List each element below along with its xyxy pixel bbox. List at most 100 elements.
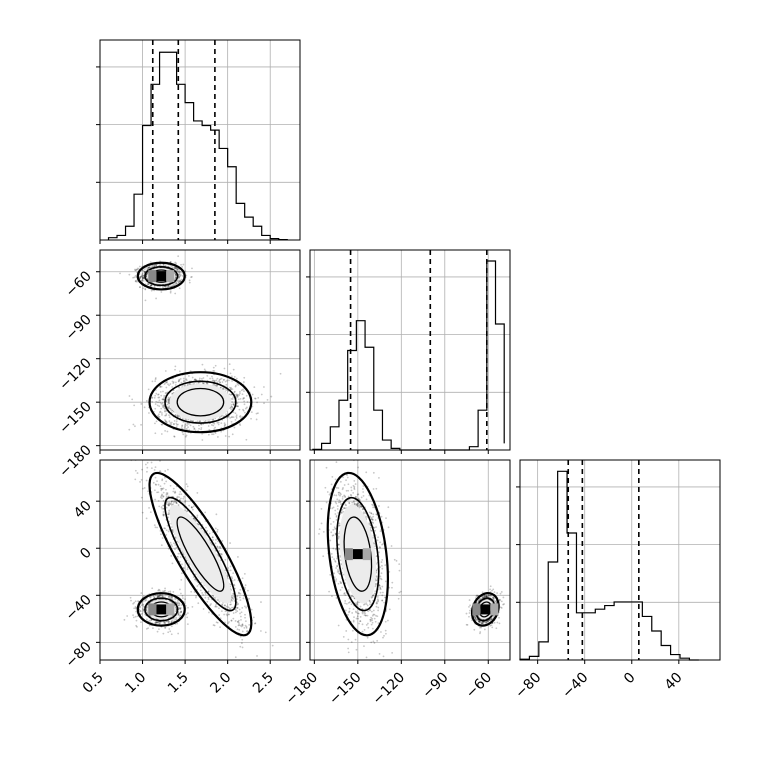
scatter-point [179,606,182,609]
scatter-point [167,631,170,634]
scatter-point [179,611,182,614]
scatter-point [149,511,152,514]
scatter-point [229,565,232,568]
scatter-point [136,268,139,271]
scatter-point [241,646,244,649]
scatter-point [175,262,178,265]
scatter-point [173,435,176,438]
scatter-point [187,375,190,377]
scatter-point [140,592,143,594]
scatter-point [177,380,180,383]
scatter-point [188,383,191,385]
scatter-point [233,579,236,581]
scatter-point [240,417,242,419]
scatter-point [228,379,230,382]
scatter-point [214,527,217,530]
scatter-point [178,386,181,389]
scatter-point [151,397,153,399]
scatter-point [178,616,181,619]
density-cell [148,603,157,616]
scatter-point [219,617,222,620]
scatter-point [236,394,239,397]
panel-frame [99,249,301,451]
scatter-point [174,266,177,269]
scatter-point [176,415,179,418]
scatter-point [161,594,164,597]
scatter-point [178,279,180,282]
scatter-point [142,277,144,280]
scatter-point [169,383,172,385]
scatter-point [165,496,168,498]
scatter-point [167,595,170,598]
scatter-point [161,402,164,405]
scatter-point [216,530,219,533]
scatter-point [212,424,215,427]
scatter-point [152,481,155,484]
scatter-point [158,399,161,402]
scatter-point [179,607,182,610]
scatter-point [215,605,218,608]
scatter-point [158,396,161,399]
scatter-point [212,366,215,369]
scatter-point [230,375,233,378]
scatter-point [164,382,167,384]
scatter-point [164,626,167,629]
scatter-point [208,611,210,614]
scatter-point [231,433,234,436]
scatter-point [188,279,191,282]
scatter-point [178,272,181,275]
scatter-point [216,377,219,380]
scatter-point [178,287,181,290]
scatter-point [133,404,136,407]
scatter-point [169,541,172,544]
scatter-point [136,625,138,628]
scatter-point [161,478,164,481]
scatter-point [218,607,220,610]
scatter-point [244,613,246,616]
scatter-point [143,447,145,449]
scatter-point [204,420,207,423]
scatter-point [174,283,177,286]
scatter-point [221,604,224,607]
scatter-point [168,406,171,409]
scatter-point [142,605,145,608]
scatter-point [220,377,223,380]
scatter-point [189,424,192,427]
scatter-point [188,383,190,385]
scatter-point [225,605,228,608]
scatter-point [161,423,164,426]
scatter-point [194,378,197,381]
scatter-point [242,398,244,400]
scatter-point [206,374,209,377]
scatter-point [250,417,252,420]
scatter-point [177,271,180,273]
scatter-point [145,276,148,278]
scatter-point [185,379,188,382]
scatter-point [174,413,177,416]
scatter-point [217,423,220,426]
scatter-point [162,263,165,266]
scatter-point [142,610,145,612]
scatter-point [202,377,205,379]
y-tick-label: −90 [63,312,95,344]
scatter-point [186,422,188,424]
scatter-point [186,424,188,427]
scatter-point [164,414,167,417]
scatter-point [139,610,141,612]
scatter-point [174,261,177,264]
scatter-point [167,591,170,593]
scatter-point [238,608,241,611]
scatter-point [167,285,170,288]
scatter-point [160,489,163,492]
scatter-point [175,502,178,505]
scatter-point [167,620,170,623]
scatter-point [270,395,273,398]
scatter-point [181,594,184,597]
scatter-point [162,491,165,494]
scatter-point [164,420,167,423]
scatter-point [192,576,195,578]
scatter-point [230,408,233,411]
scatter-point [185,378,188,381]
scatter-point [142,287,145,290]
